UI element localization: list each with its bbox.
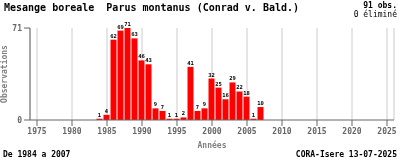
svg-text:2: 2 bbox=[182, 110, 185, 116]
svg-text:4: 4 bbox=[105, 108, 109, 114]
svg-text:2005: 2005 bbox=[237, 127, 256, 136]
svg-text:46: 46 bbox=[138, 53, 145, 60]
svg-text:1990: 1990 bbox=[132, 127, 151, 136]
svg-text:43: 43 bbox=[145, 57, 152, 63]
svg-text:10: 10 bbox=[257, 100, 264, 106]
svg-text:1: 1 bbox=[168, 112, 172, 118]
html-text:0 éliminé: 0 éliminé bbox=[353, 10, 397, 19]
svg-text:1: 1 bbox=[175, 112, 179, 118]
svg-text:71: 71 bbox=[12, 24, 22, 33]
svg-text:9: 9 bbox=[203, 101, 206, 107]
svg-text:16: 16 bbox=[222, 92, 229, 98]
svg-text:2025: 2025 bbox=[377, 127, 392, 136]
svg-text:Années: Années bbox=[198, 140, 227, 148]
svg-text:Observations: Observations bbox=[8, 45, 9, 103]
svg-text:29: 29 bbox=[229, 75, 236, 81]
svg-text:9: 9 bbox=[154, 101, 157, 107]
svg-text:1985: 1985 bbox=[97, 127, 116, 136]
svg-text:1980: 1980 bbox=[62, 127, 81, 136]
html-text:91 obs.: 91 obs. bbox=[363, 1, 397, 10]
html-text:Mesange boreale Parus montanus: Mesange boreale Parus montanus (Conrad v… bbox=[4, 2, 299, 13]
svg-text:18: 18 bbox=[243, 90, 250, 96]
svg-text:7: 7 bbox=[196, 104, 199, 110]
svg-text:2015: 2015 bbox=[307, 127, 326, 136]
svg-text:25: 25 bbox=[215, 81, 222, 87]
svg-text:2020: 2020 bbox=[342, 127, 361, 136]
svg-text:71: 71 bbox=[124, 21, 131, 27]
svg-text:32: 32 bbox=[208, 72, 215, 78]
svg-text:1975: 1975 bbox=[27, 127, 46, 136]
html-text:De 1984 a 2007: De 1984 a 2007 bbox=[3, 150, 71, 159]
svg-text:69: 69 bbox=[117, 24, 124, 30]
svg-text:41: 41 bbox=[187, 60, 194, 66]
svg-text:62: 62 bbox=[110, 33, 117, 39]
svg-text:7: 7 bbox=[161, 104, 164, 110]
svg-text:63: 63 bbox=[131, 31, 138, 37]
html-text:CORA-Isere 13-07-2025: CORA-Isere 13-07-2025 bbox=[295, 150, 397, 159]
svg-text:1995: 1995 bbox=[167, 127, 186, 136]
svg-text:1: 1 bbox=[98, 112, 102, 118]
svg-text:1: 1 bbox=[252, 112, 256, 118]
svg-text:0: 0 bbox=[17, 116, 22, 125]
svg-text:2000: 2000 bbox=[202, 127, 221, 136]
svg-text:2010: 2010 bbox=[272, 127, 291, 136]
svg-text:22: 22 bbox=[236, 84, 243, 90]
